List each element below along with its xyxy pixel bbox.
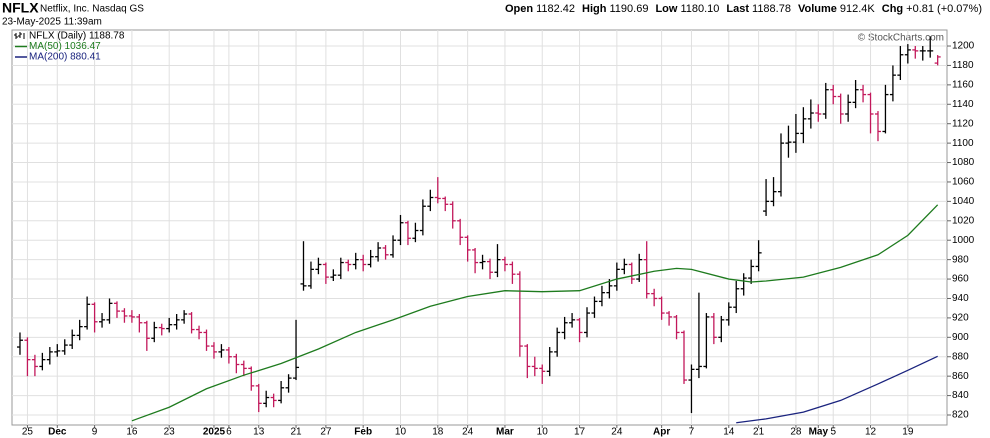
y-tick-label: 860 — [952, 371, 969, 382]
y-tick-label: 1140 — [952, 99, 974, 110]
stat-label: Open — [505, 3, 533, 15]
y-tick-label: 1040 — [952, 196, 975, 207]
x-tick-label: 24 — [611, 427, 623, 438]
stat-value: 1188.78 — [752, 3, 791, 15]
x-tick-label: Mar — [496, 427, 514, 438]
stat-label: Low — [655, 3, 677, 15]
legend-label: MA(200) 880.41 — [29, 52, 101, 63]
marks — [16, 36, 941, 424]
x-tick-label: 23 — [164, 427, 176, 438]
stat-value: 1182.42 — [536, 3, 575, 15]
x-tick-label: 21 — [753, 427, 765, 438]
x-tick-label: Feb — [354, 427, 372, 438]
y-tick-label: 1020 — [952, 215, 975, 226]
ma-line — [736, 355, 938, 424]
x-tick-label: 25 — [22, 427, 34, 438]
y-tick-label: 980 — [952, 254, 969, 265]
legend-label: MA(50) 1036.47 — [29, 41, 101, 52]
x-tick-label: 16 — [126, 427, 138, 438]
x-tick-label: 27 — [320, 427, 332, 438]
x-tick-label: 6 — [226, 427, 232, 438]
grid — [12, 30, 947, 425]
y-tick-label: 1160 — [952, 80, 974, 91]
y-tick-label: 1180 — [952, 60, 974, 71]
y-tick-label: 880 — [952, 351, 969, 362]
ticker: NFLX — [2, 0, 39, 16]
y-tick-label: 1100 — [952, 138, 974, 149]
legend-label: NFLX (Daily) 1188.78 — [29, 31, 125, 42]
y-tick-label: 900 — [952, 332, 969, 343]
x-tick-label: 12 — [865, 427, 877, 438]
y-tick-label: 1000 — [952, 235, 975, 246]
stat-value: +0.81 (+0.07%) — [906, 3, 982, 15]
x-tick-label: 14 — [723, 427, 735, 438]
y-tick-label: 920 — [952, 313, 969, 324]
x-tick-label: 18 — [432, 427, 444, 438]
y-tick-label: 840 — [952, 390, 969, 401]
y-tick-label: 940 — [952, 293, 969, 304]
legend-swatch — [14, 32, 25, 39]
ma-line — [131, 204, 939, 422]
x-tick-label: May — [809, 427, 829, 438]
stat-label: Volume — [798, 3, 837, 15]
y-tick-label: 1120 — [952, 118, 974, 129]
stat-value: 1190.69 — [609, 3, 648, 15]
x-tick-label: Dec — [48, 427, 67, 438]
x-tick-label: 2025 — [203, 427, 226, 438]
x-tick-label: 9 — [92, 427, 98, 438]
y-tick-label: 960 — [952, 274, 969, 285]
stat-value: 912.4K — [840, 3, 876, 15]
x-tick-label: 5 — [830, 427, 836, 438]
x-tick-label: 10 — [537, 427, 549, 438]
y-tick-label: 1060 — [952, 177, 975, 188]
x-tick-label: 10 — [395, 427, 407, 438]
copyright: © StockCharts.com — [858, 33, 944, 44]
stat-label: Chg — [882, 3, 903, 15]
x-tick-label: 28 — [790, 427, 802, 438]
plot-area — [11, 29, 948, 426]
stat-label: Last — [726, 3, 749, 15]
y-tick-label: 1080 — [952, 157, 975, 168]
stat-label: High — [582, 3, 607, 15]
company: Netflix, Inc. Nasdaq GS — [40, 4, 144, 15]
x-tick-label: 17 — [574, 427, 586, 438]
date: 23-May-2025 11:39am — [2, 17, 102, 28]
x-tick-label: 24 — [462, 427, 474, 438]
x-tick-label: 19 — [902, 427, 914, 438]
y-tick-label: 820 — [952, 410, 969, 421]
x-tick-label: 21 — [290, 427, 302, 438]
stat-value: 1180.10 — [680, 3, 719, 15]
x-tick-label: Apr — [653, 427, 670, 438]
stats: Open 1182.42 High 1190.69 Low 1180.10 Last 1188… — [505, 3, 982, 15]
x-tick-label: 13 — [253, 427, 265, 438]
axes: 820 840 860 880 900 920 940 960 980 1000 1020 1040 1… — [22, 41, 975, 438]
y-tick-label: 1200 — [952, 41, 975, 52]
x-tick-label: 7 — [689, 427, 695, 438]
